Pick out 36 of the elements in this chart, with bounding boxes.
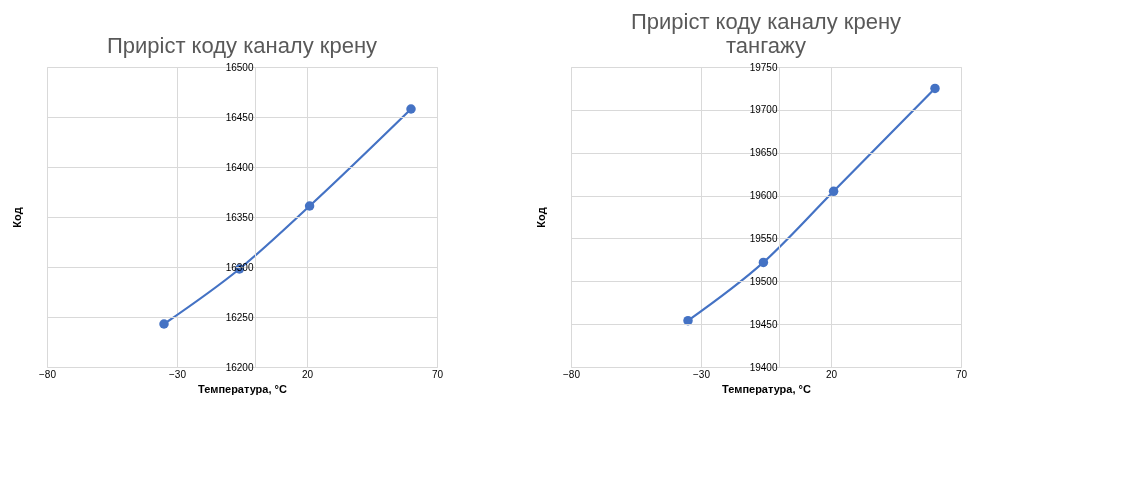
x-tick-label: 70	[955, 368, 968, 380]
y-tick-label: 16450	[225, 111, 254, 123]
point	[683, 315, 693, 326]
y-tick-label: 16250	[225, 311, 254, 323]
x-tick-label: 70	[431, 368, 444, 380]
y-tick-label: 19450	[749, 318, 778, 330]
point	[930, 83, 940, 94]
x-tick-label: −30	[169, 368, 187, 380]
x-tick-label: −80	[39, 368, 57, 380]
x-tick-label: 20	[825, 368, 838, 380]
y-tick-label: 19700	[749, 104, 778, 116]
x-tick-label: −30	[693, 368, 711, 380]
y-tick-label: 16300	[225, 261, 254, 273]
y-tick-label: 19500	[749, 275, 778, 287]
point	[304, 201, 315, 211]
x-tick-label: −80	[563, 368, 581, 380]
x-tick-label: 20	[301, 368, 314, 380]
point	[159, 319, 169, 329]
chart-title: Приріст коду каналу крену тангажу	[630, 9, 902, 58]
y-tick-label: 19400	[749, 361, 778, 373]
y-tick-label: 19550	[749, 232, 778, 244]
y-tick-label: 19650	[749, 147, 778, 159]
y-tick-label: 16500	[225, 61, 254, 73]
y-axis-title: Код	[10, 207, 23, 228]
y-tick-label: 19600	[749, 190, 778, 202]
y-tick-label: 16350	[225, 211, 254, 223]
chart-title: Приріст коду каналу крену	[106, 33, 378, 58]
point	[828, 186, 839, 197]
y-tick-label: 16200	[225, 361, 254, 373]
y-tick-label: 16400	[225, 161, 254, 173]
point	[758, 257, 769, 268]
y-axis-title: Код	[534, 207, 547, 228]
x-axis-title: Температура, °C	[722, 382, 811, 395]
y-tick-label: 19750	[749, 61, 778, 73]
point	[406, 104, 416, 114]
x-axis-title: Температура, °C	[198, 382, 287, 395]
